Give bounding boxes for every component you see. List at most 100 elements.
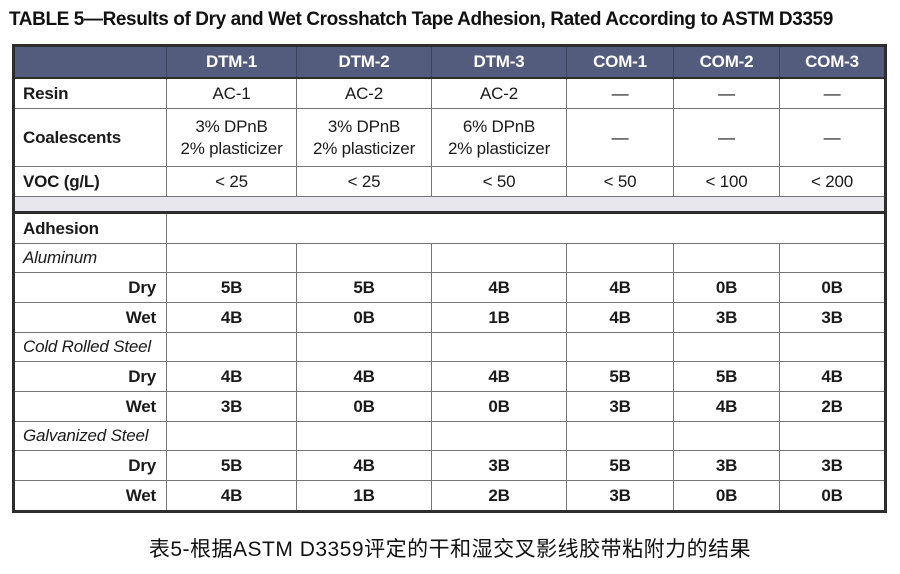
gs-dry-com-3: 3B xyxy=(779,450,886,481)
empty-cell xyxy=(779,332,886,362)
crs-dry-com-2: 5B xyxy=(673,361,780,392)
voc-com-2: < 100 xyxy=(673,166,780,197)
aluminum-wet-com-1: 4B xyxy=(566,302,674,333)
galvanized-steel-wet-row: Wet 4B 1B 2B 3B 0B 0B xyxy=(13,480,886,512)
crs-wet-com-1: 3B xyxy=(566,391,674,422)
header-row: DTM-1 DTM-2 DTM-3 COM-1 COM-2 COM-3 xyxy=(13,45,886,79)
substrate-label-cold-rolled-steel: Cold Rolled Steel xyxy=(13,332,167,362)
resin-dtm-3: AC-2 xyxy=(431,77,567,109)
resin-row: Resin AC-1 AC-2 AC-2 — — — xyxy=(13,77,886,109)
voc-dtm-3: < 50 xyxy=(431,166,567,197)
voc-dtm-1: < 25 xyxy=(166,166,297,197)
empty-cell xyxy=(296,332,432,362)
column-header-blank xyxy=(13,45,167,79)
crs-wet-com-2: 4B xyxy=(673,391,780,422)
row-label-wet: Wet xyxy=(13,391,167,422)
coalescents-com-2: — xyxy=(673,108,780,167)
aluminum-wet-dtm-3: 1B xyxy=(431,302,567,333)
separator-band xyxy=(13,196,886,214)
gs-wet-com-3: 0B xyxy=(779,480,886,512)
column-header-com-1: COM-1 xyxy=(566,45,674,79)
substrate-label-galvanized-steel: Galvanized Steel xyxy=(13,421,167,451)
gs-wet-dtm-3: 2B xyxy=(431,480,567,512)
column-header-com-3: COM-3 xyxy=(779,45,886,79)
column-header-com-2: COM-2 xyxy=(673,45,780,79)
gs-wet-com-2: 0B xyxy=(673,480,780,512)
gs-dry-dtm-1: 5B xyxy=(166,450,297,481)
adhesion-merged-cell xyxy=(166,212,886,244)
crs-wet-dtm-2: 0B xyxy=(296,391,432,422)
substrate-row-cold-rolled-steel: Cold Rolled Steel xyxy=(13,332,886,362)
empty-cell xyxy=(296,243,432,273)
empty-cell xyxy=(566,243,674,273)
column-header-dtm-1: DTM-1 xyxy=(166,45,297,79)
gs-dry-com-1: 5B xyxy=(566,450,674,481)
table-title: TABLE 5—Results of Dry and Wet Crosshatc… xyxy=(9,9,833,30)
coalescents-com-3: — xyxy=(779,108,886,167)
aluminum-dry-dtm-2: 5B xyxy=(296,272,432,303)
column-header-dtm-2: DTM-2 xyxy=(296,45,432,79)
coalescents-dtm-1: 3% DPnB 2% plasticizer xyxy=(166,108,297,167)
coalescents-com-1: — xyxy=(566,108,674,167)
gs-dry-dtm-3: 3B xyxy=(431,450,567,481)
empty-cell xyxy=(166,243,297,273)
empty-cell xyxy=(296,421,432,451)
crs-dry-dtm-3: 4B xyxy=(431,361,567,392)
crs-dry-dtm-1: 4B xyxy=(166,361,297,392)
voc-com-3: < 200 xyxy=(779,166,886,197)
crs-wet-dtm-1: 3B xyxy=(166,391,297,422)
coalescents-dtm-2: 3% DPnB 2% plasticizer xyxy=(296,108,432,167)
voc-dtm-2: < 25 xyxy=(296,166,432,197)
aluminum-dry-com-2: 0B xyxy=(673,272,780,303)
substrate-row-galvanized-steel: Galvanized Steel xyxy=(13,421,886,451)
aluminum-wet-com-3: 3B xyxy=(779,302,886,333)
coalescents-row: Coalescents 3% DPnB 2% plasticizer 3% DP… xyxy=(13,108,886,167)
empty-cell xyxy=(673,243,780,273)
table-caption-chinese: 表5-根据ASTM D3359评定的干和湿交叉影线胶带粘附力的结果 xyxy=(148,538,752,561)
separator-band-cell xyxy=(13,196,886,214)
empty-cell xyxy=(779,421,886,451)
adhesion-section-row: Adhesion xyxy=(13,212,886,244)
empty-cell xyxy=(673,421,780,451)
gs-wet-dtm-1: 4B xyxy=(166,480,297,512)
crs-dry-com-1: 5B xyxy=(566,361,674,392)
gs-dry-com-2: 3B xyxy=(673,450,780,481)
crs-wet-dtm-3: 0B xyxy=(431,391,567,422)
voc-com-1: < 50 xyxy=(566,166,674,197)
resin-dtm-2: AC-2 xyxy=(296,77,432,109)
row-label-coalescents: Coalescents xyxy=(13,108,167,167)
aluminum-wet-com-2: 3B xyxy=(673,302,780,333)
row-label-wet: Wet xyxy=(13,302,167,333)
aluminum-wet-dtm-1: 4B xyxy=(166,302,297,333)
empty-cell xyxy=(779,243,886,273)
empty-cell xyxy=(431,421,567,451)
aluminum-dry-com-1: 4B xyxy=(566,272,674,303)
empty-cell xyxy=(431,243,567,273)
row-label-resin: Resin xyxy=(13,77,167,109)
aluminum-dry-dtm-1: 5B xyxy=(166,272,297,303)
row-label-dry: Dry xyxy=(13,272,167,303)
row-label-dry: Dry xyxy=(13,361,167,392)
aluminum-wet-dtm-2: 0B xyxy=(296,302,432,333)
aluminum-wet-row: Wet 4B 0B 1B 4B 3B 3B xyxy=(13,302,886,333)
gs-wet-dtm-2: 1B xyxy=(296,480,432,512)
empty-cell xyxy=(431,332,567,362)
empty-cell xyxy=(673,332,780,362)
empty-cell xyxy=(166,332,297,362)
row-label-voc: VOC (g/L) xyxy=(13,166,167,197)
coalescents-dtm-3: 6% DPnB 2% plasticizer xyxy=(431,108,567,167)
resin-com-3: — xyxy=(779,77,886,109)
empty-cell xyxy=(566,421,674,451)
aluminum-dry-row: Dry 5B 5B 4B 4B 0B 0B xyxy=(13,272,886,303)
column-header-dtm-3: DTM-3 xyxy=(431,45,567,79)
resin-dtm-1: AC-1 xyxy=(166,77,297,109)
row-label-adhesion: Adhesion xyxy=(13,212,167,244)
cold-rolled-steel-wet-row: Wet 3B 0B 0B 3B 4B 2B xyxy=(13,391,886,422)
substrate-label-aluminum: Aluminum xyxy=(13,243,167,273)
aluminum-dry-dtm-3: 4B xyxy=(431,272,567,303)
row-label-wet: Wet xyxy=(13,480,167,512)
resin-com-2: — xyxy=(673,77,780,109)
galvanized-steel-dry-row: Dry 5B 4B 3B 5B 3B 3B xyxy=(13,450,886,481)
resin-com-1: — xyxy=(566,77,674,109)
